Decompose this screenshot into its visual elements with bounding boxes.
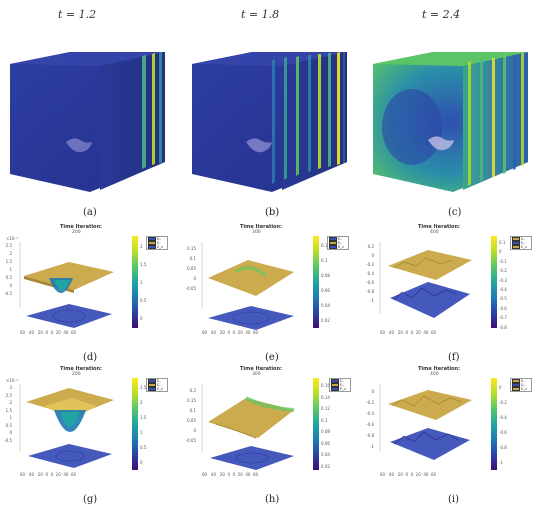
time-label-c: t = 2.4 <box>422 8 461 21</box>
plot-e-zticks: 0.15 0.1 0.05 0 -0.05 <box>185 246 196 291</box>
plot-e-xticks: 60 40 20 0 0 20 40 60 <box>202 330 259 335</box>
colorbar-i <box>491 378 497 470</box>
surface-plot-i <box>379 384 472 460</box>
plot-d-scale: ×10⁻³ <box>6 236 19 241</box>
plot-g-zticks: 3 2.5 2 1.5 1 0.5 0 -0.5 <box>4 385 12 443</box>
scatterer-shape-a <box>66 138 92 153</box>
plot-i-xticks: 60 40 20 0 0 20 40 60 <box>380 472 437 477</box>
plot-f-xticks: 60 40 20 0 0 20 40 60 <box>380 330 437 335</box>
slabs-a <box>142 52 162 169</box>
legend-e: Eₓ Eᵧ E_z <box>327 236 349 250</box>
colorbar-e-ticks: 0.12 0.1 0.08 0.06 0.04 0.02 <box>321 243 330 323</box>
colorbar-g <box>132 378 138 470</box>
slabs-b <box>272 52 345 184</box>
cube-b <box>192 52 347 192</box>
colorbar-h <box>313 378 319 470</box>
cube-a <box>10 52 165 192</box>
colorbar-i-ticks: 0 -0.2 -0.4 -0.6 -0.8 -1 <box>499 385 507 465</box>
plot-d-iteration: 200 <box>72 230 81 235</box>
plot-g-title: Time Iteration: <box>60 366 103 372</box>
plot-i-iteration: 400 <box>430 372 439 377</box>
colorbar-f <box>491 236 497 328</box>
caption-g: (g) <box>83 494 98 505</box>
surface-plot-e <box>201 242 294 330</box>
plot-f-zticks: 0.2 0 -0.2 -0.4 -0.6 -0.8 -1 <box>366 244 374 303</box>
caption-f: (f) <box>448 352 460 363</box>
colorbar-h-ticks: 0.16 0.14 0.12 0.1 0.08 0.06 0.04 0.02 <box>321 383 330 469</box>
legend-d: Eₓ Eᵧ E_z <box>146 236 168 250</box>
plot-d-zticks: 2.5 2 1.5 1 0.5 0 -0.5 <box>4 243 12 296</box>
caption-a: (a) <box>83 207 97 218</box>
plot-f-iteration: 400 <box>430 230 439 235</box>
surface-plot-h <box>201 384 295 470</box>
time-label-a: t = 1.2 <box>58 8 97 21</box>
colorbar-d-ticks: 2 1.5 1 0.5 0 <box>140 244 147 321</box>
surface-plot-d <box>19 242 114 328</box>
plot-e-iteration: 300 <box>252 230 261 235</box>
colorbar-g-ticks: 2.5 2 1.5 1 0.5 0 <box>140 385 147 465</box>
plot-g-scale: ×10⁻³ <box>6 378 19 383</box>
colorbar-f-ticks: 0.1 0 -0.1 -0.2 -0.3 -0.4 -0.5 -0.6 -0.7 -0.8 <box>499 240 507 330</box>
plot-h-zticks: 0.2 0.15 0.1 0.05 0 -0.05 <box>185 388 196 443</box>
scatterer-shape-c <box>428 136 454 151</box>
cube-renderings <box>10 52 528 192</box>
cube-c <box>373 52 528 192</box>
plot-e-title: Time Iteration: <box>240 224 283 230</box>
caption-b: (b) <box>265 207 280 218</box>
caption-i: (i) <box>448 494 460 505</box>
plot-g-iteration: 200 <box>72 372 81 377</box>
plot-h-iteration: 300 <box>252 372 261 377</box>
surface-plot-f <box>379 242 472 318</box>
plot-d-xticks: 60 40 20 0 0 20 40 60 <box>20 330 77 335</box>
legend-g: Eₓ Eᵧ E_z <box>146 378 168 392</box>
legend-i: Eₓ Eᵧ E_z <box>510 378 532 392</box>
surface-plot-g <box>19 384 114 468</box>
time-label-b: t = 1.8 <box>241 8 280 21</box>
plot-i-title: Time Iteration: <box>418 366 461 372</box>
plot-f-title: Time Iteration: <box>418 224 461 230</box>
caption-c: (c) <box>448 207 462 218</box>
plot-g-xticks: 60 40 20 0 0 20 40 60 <box>20 472 77 477</box>
caption-e: (e) <box>265 352 279 363</box>
scatterer-shape-b <box>246 138 272 153</box>
plot-i-zticks: 0 -0.2 -0.4 -0.6 -0.8 -1 <box>366 389 374 449</box>
legend-h: Eₓ Eᵧ E_z <box>329 378 351 392</box>
plot-h-xticks: 60 40 20 0 0 20 40 60 <box>202 472 259 477</box>
plot-h-title: Time Iteration: <box>240 366 283 372</box>
plot-d-title: Time Iteration: <box>60 224 103 230</box>
colorbar-d <box>132 236 138 328</box>
legend-f: Eₓ Eᵧ E_z <box>510 236 532 250</box>
caption-d: (d) <box>83 352 98 363</box>
colorbar-e <box>313 236 319 328</box>
caption-h: (h) <box>265 494 280 505</box>
slabs-c <box>468 53 524 186</box>
